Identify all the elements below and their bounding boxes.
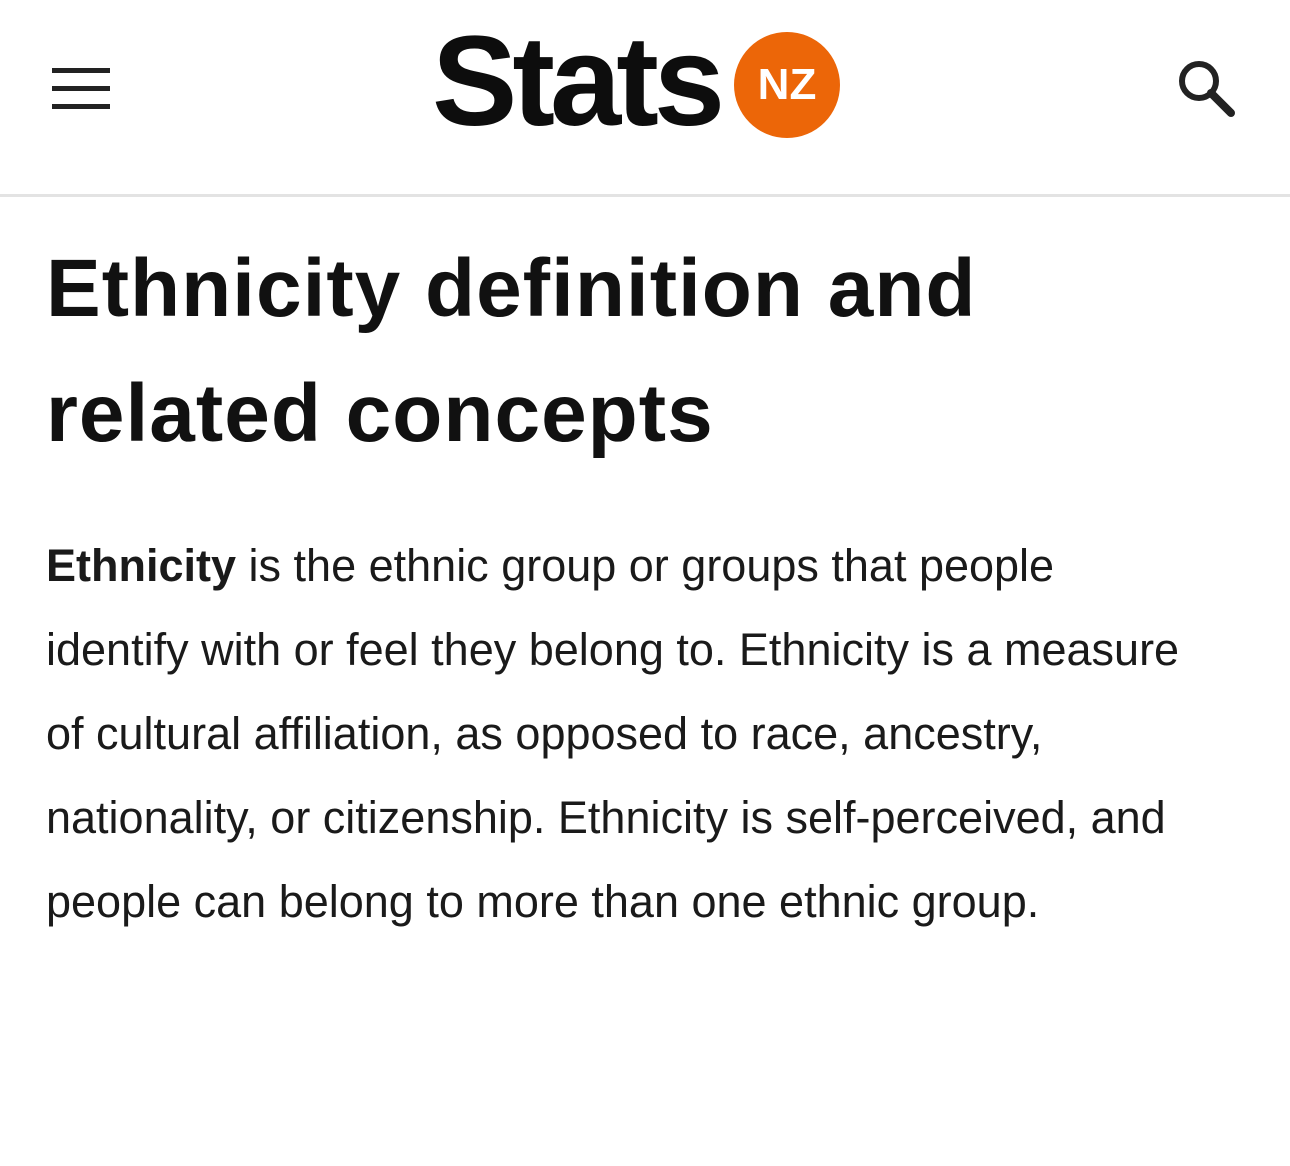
menu-bar [52,68,110,73]
menu-bar [52,86,110,91]
search-button[interactable] [1176,58,1236,118]
term: Ethnicity [46,540,237,591]
site-header: Stats NZ [0,0,1290,197]
logo-badge: NZ [734,32,840,138]
definition: is the ethnic group or groups that peopl… [46,540,1180,927]
search-lens [1179,61,1219,101]
article-paragraph: Ethnicity is the ethnic group or groups … [46,524,1196,944]
article-title: Ethnicity definition and related concept… [46,243,977,459]
logo-text: Stats [432,10,725,153]
menu-bar [52,104,110,109]
menu-button[interactable] [52,68,110,110]
search-handle [1207,89,1235,117]
logo[interactable]: Stats NZ [432,18,840,146]
